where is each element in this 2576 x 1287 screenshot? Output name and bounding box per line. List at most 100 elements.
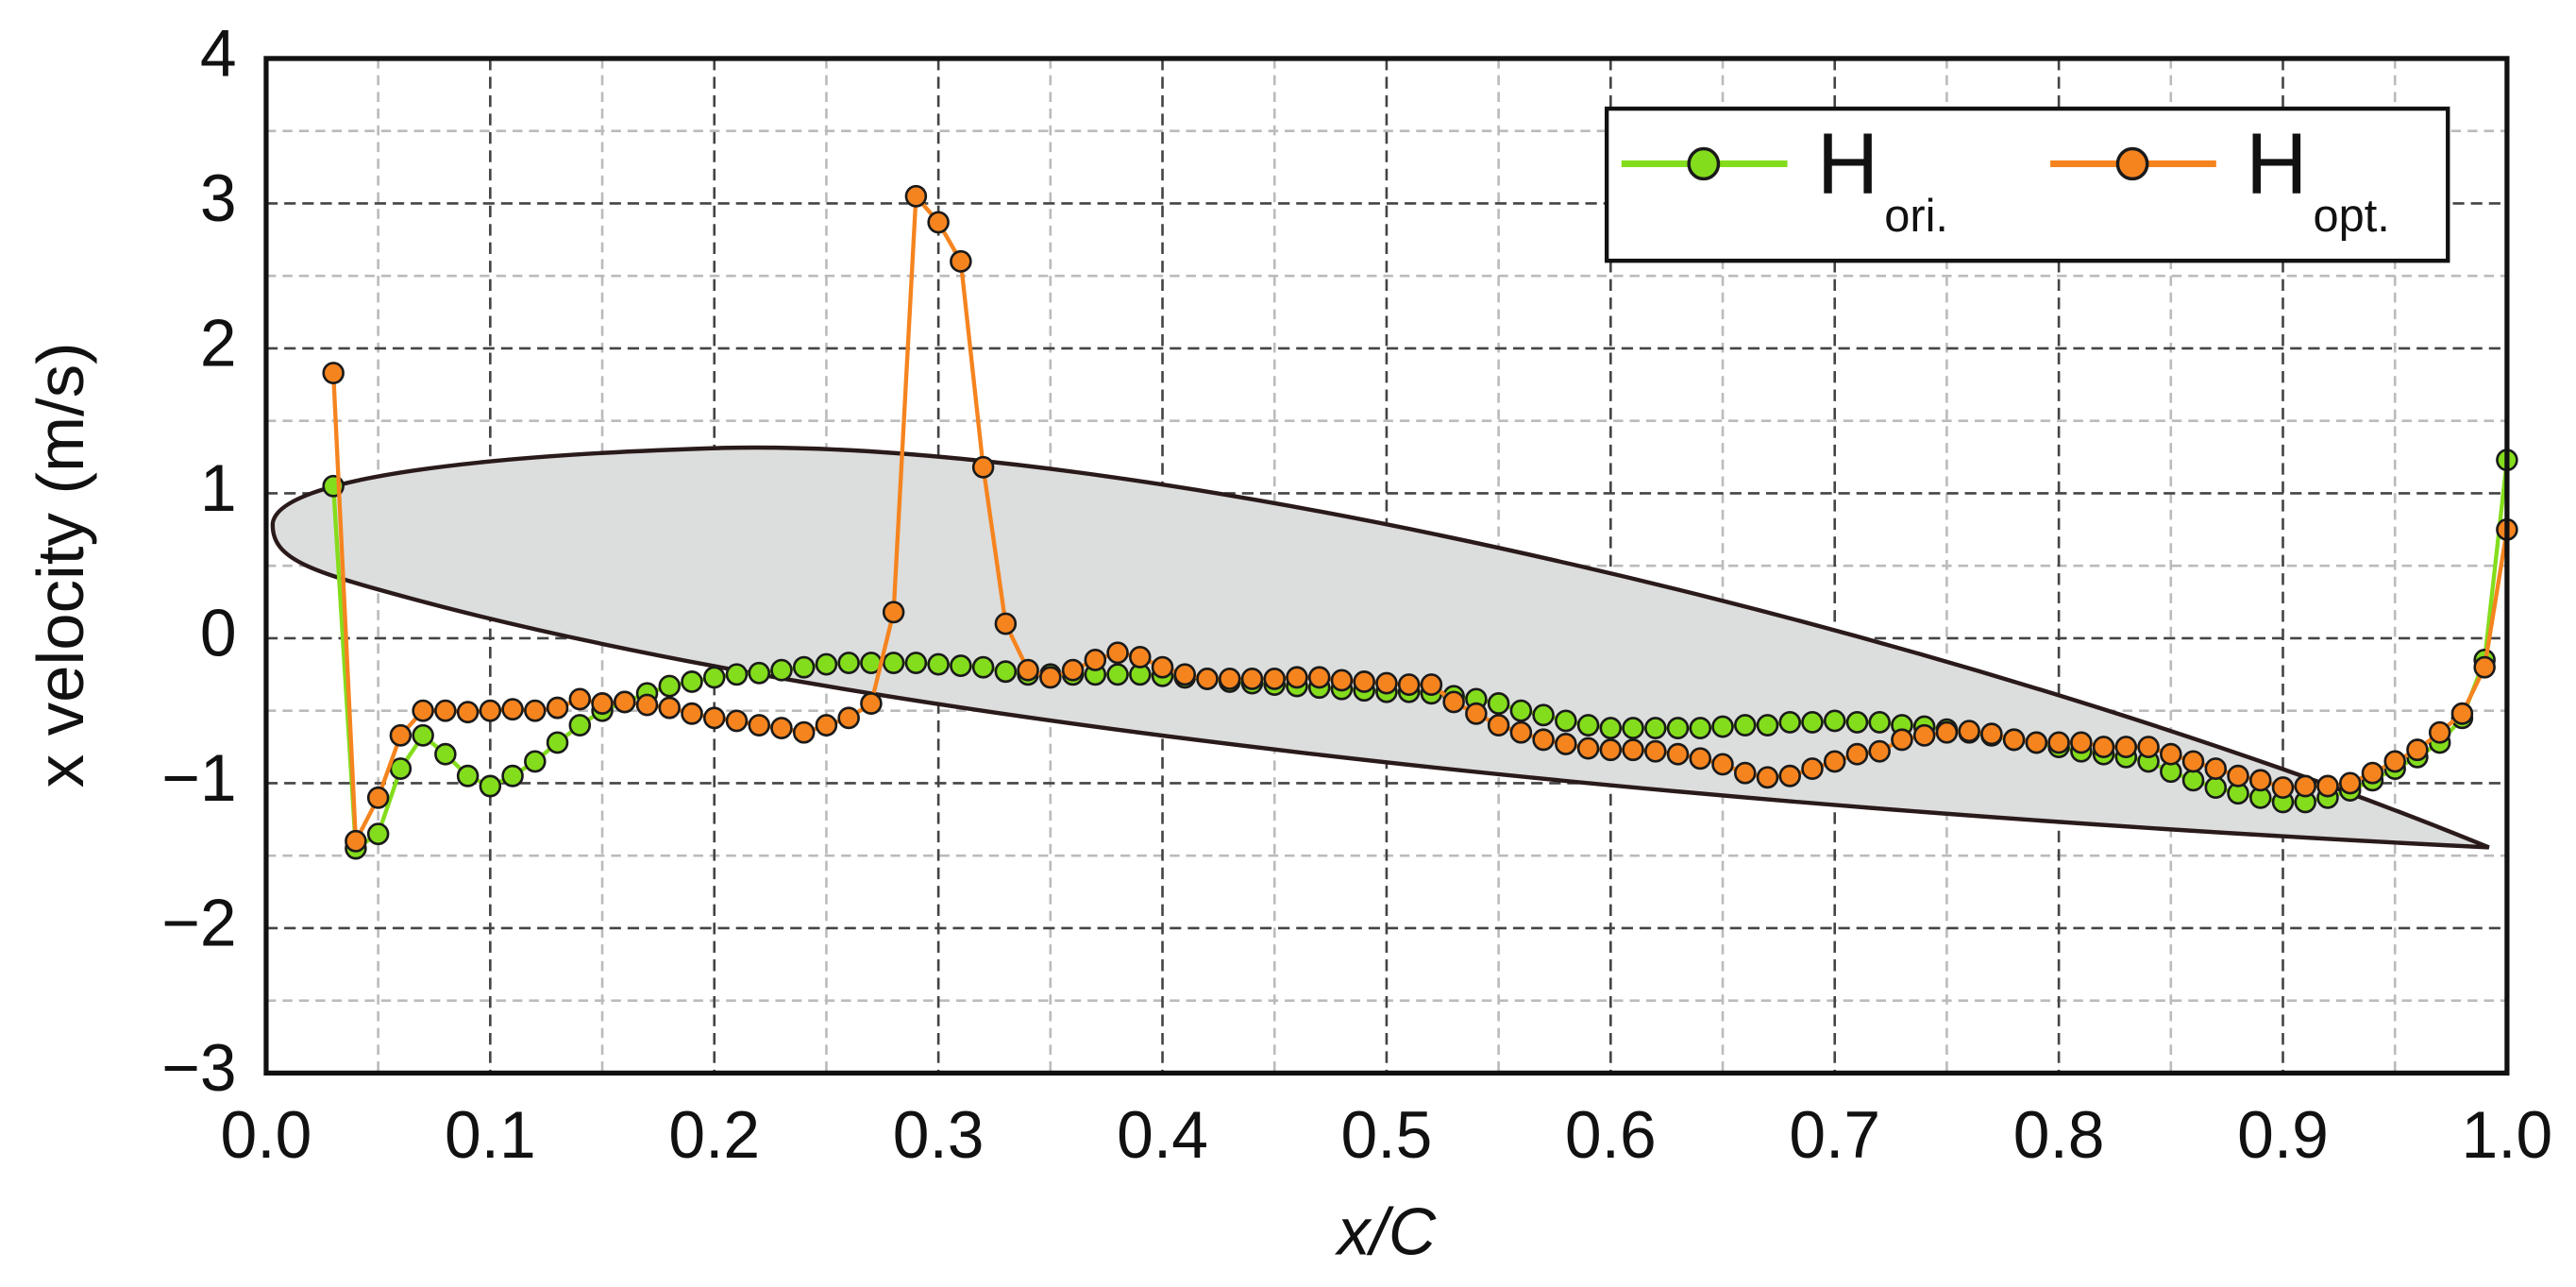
data-point — [2137, 736, 2160, 759]
legend-label: H — [2246, 115, 2307, 212]
data-point — [345, 829, 367, 853]
data-point — [748, 714, 770, 737]
y-tick-label: 3 — [200, 161, 237, 236]
data-point — [2160, 742, 2182, 766]
data-point — [366, 822, 390, 846]
x-tick-label: 0.9 — [2237, 1096, 2329, 1172]
y-tick-label: 4 — [200, 15, 237, 91]
plot-frame — [263, 56, 2510, 1076]
data-point — [591, 692, 614, 715]
data-point — [2092, 736, 2115, 759]
data-point — [524, 750, 547, 773]
data-point — [725, 709, 749, 733]
data-point — [2114, 736, 2138, 759]
y-tick-label: −1 — [161, 740, 236, 816]
data-point — [1756, 766, 1779, 789]
data-point — [546, 696, 569, 720]
data-point — [882, 652, 905, 674]
data-point — [1599, 717, 1623, 740]
data-point — [1532, 728, 1555, 752]
x-tick-label: 0.0 — [221, 1096, 312, 1172]
data-point — [389, 757, 412, 781]
x-tick-label: 0.2 — [668, 1096, 760, 1172]
data-point — [681, 670, 703, 693]
y-tick-label: 1 — [200, 450, 237, 526]
data-point — [1935, 720, 1959, 744]
data-point — [1555, 733, 1577, 755]
data-point — [1420, 673, 1443, 697]
x-tick-label: 0.7 — [1789, 1096, 1880, 1172]
data-point — [2204, 776, 2228, 799]
data-point — [1263, 667, 1286, 690]
y-tick-label: −2 — [161, 885, 236, 960]
data-point — [2338, 771, 2362, 795]
data-point — [1084, 649, 1107, 671]
data-point — [1106, 641, 1129, 665]
data-point — [2249, 769, 2272, 792]
data-point — [1061, 658, 1085, 682]
data-point — [1599, 738, 1623, 762]
data-point — [546, 731, 569, 754]
data-point — [1576, 714, 1600, 737]
data-point — [1555, 709, 1577, 733]
data-point — [2047, 731, 2070, 754]
tick-labels: 0.0 0.1 0.2 0.3 0.4 0.5 0.6 0.7 0.8 0.9 1.0 −3 −2 −1 0… — [161, 15, 2552, 1172]
data-point — [994, 612, 1018, 635]
data-point — [1622, 738, 1644, 762]
data-point — [1801, 757, 1824, 781]
data-point — [1397, 673, 1421, 697]
data-point — [1487, 692, 1510, 715]
data-point — [2473, 655, 2496, 679]
x-tick-label: 1.0 — [2462, 1096, 2553, 1172]
data-point — [1689, 747, 1712, 771]
data-point — [725, 663, 749, 686]
data-point — [1711, 715, 1734, 738]
data-point — [2181, 750, 2205, 773]
data-point — [837, 652, 860, 674]
data-point — [1711, 753, 1734, 776]
data-point — [456, 764, 480, 787]
data-point — [412, 723, 434, 747]
data-point — [2383, 750, 2406, 773]
data-point — [2070, 731, 2093, 754]
data-point — [1734, 714, 1757, 737]
data-point — [1173, 663, 1197, 686]
legend-label-subscript: ori. — [1884, 191, 1948, 242]
data-point — [2361, 761, 2384, 785]
data-point — [614, 690, 636, 714]
data-point — [1196, 667, 1219, 690]
data-point — [681, 702, 703, 725]
x-tick-label: 0.3 — [893, 1096, 985, 1172]
data-point — [2181, 769, 2205, 792]
data-point — [882, 601, 905, 624]
data-point — [1576, 737, 1600, 760]
data-point — [1442, 690, 1465, 714]
data-point — [1330, 669, 1354, 692]
data-point — [1487, 714, 1510, 737]
data-point — [971, 455, 995, 479]
airfoil — [270, 445, 2490, 850]
x-tick-label: 0.8 — [2013, 1096, 2105, 1172]
data-point — [971, 655, 995, 679]
x-tick-label: 0.1 — [445, 1096, 536, 1172]
data-point — [1734, 761, 1757, 785]
data-point — [994, 660, 1018, 684]
data-point — [366, 786, 390, 809]
legend-label-subscript: opt. — [2314, 191, 2390, 242]
data-point — [456, 701, 480, 724]
data-point — [1106, 663, 1129, 686]
data-point — [1644, 739, 1667, 763]
data-point — [568, 687, 592, 711]
legend-marker — [2115, 146, 2149, 181]
data-point — [927, 211, 950, 234]
data-point — [1912, 723, 1936, 747]
data-point — [1017, 658, 1039, 682]
data-point — [815, 714, 838, 737]
data-point — [1756, 714, 1779, 737]
x-tick-label: 0.5 — [1341, 1096, 1433, 1172]
data-point — [479, 774, 502, 798]
y-tick-label: −3 — [161, 1030, 236, 1106]
data-point — [1958, 720, 1980, 743]
